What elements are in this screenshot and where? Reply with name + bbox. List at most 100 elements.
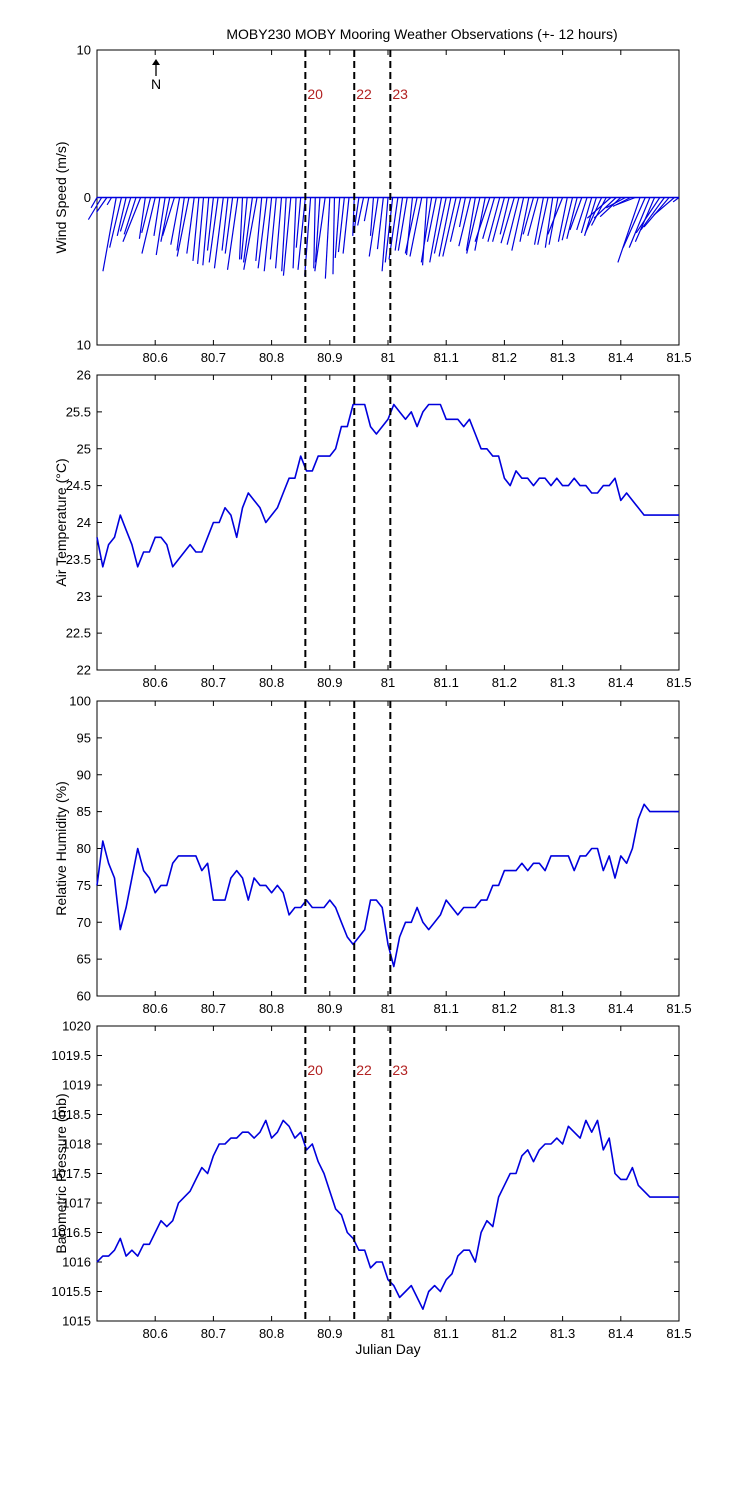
barometric-pressure-xtick-label: 80.9 (317, 1326, 342, 1341)
wind-stick (138, 197, 146, 239)
air-temperature-xtick-label: 81.4 (608, 675, 633, 690)
wind-stick (492, 197, 505, 242)
wind-ytick-label: 10 (77, 43, 91, 58)
wind-stick (569, 197, 583, 231)
wind-stick (257, 197, 268, 269)
barometric-pressure-xtick-label: 81.3 (550, 1326, 575, 1341)
air-temperature-ytick-label: 22 (77, 663, 91, 678)
wind-stick (599, 197, 622, 218)
wind-stick (109, 197, 123, 248)
barometric-pressure-xlabel: Julian Day (355, 1341, 420, 1357)
wind-stick (394, 197, 404, 251)
wind-stick (206, 197, 214, 251)
wind-stick (421, 197, 428, 266)
wind-xtick-label: 80.8 (259, 350, 284, 365)
air-temperature-ytick-label: 23.5 (66, 552, 91, 567)
wind-xtick-label: 81.2 (492, 350, 517, 365)
barometric-pressure-event-label: 20 (307, 1062, 323, 1078)
relative-humidity-ytick-label: 90 (77, 767, 91, 782)
wind-stick (474, 197, 491, 242)
wind-stick (170, 197, 181, 245)
wind-stick (628, 197, 651, 248)
wind-stick (586, 197, 612, 219)
wind-stick (337, 197, 345, 253)
barometric-pressure-event-label: 22 (356, 1062, 372, 1078)
relative-humidity-ytick-label: 95 (77, 730, 91, 745)
barometric-pressure-xtick-label: 81 (381, 1326, 395, 1341)
relative-humidity-ylabel: Relative Humidity (%) (53, 781, 69, 916)
north-label: N (151, 76, 161, 92)
barometric-pressure-series-line (96, 1119, 679, 1310)
air-temperature-xtick-label: 80.7 (201, 675, 226, 690)
wind-stick (334, 197, 341, 259)
wind-stick (561, 197, 574, 241)
barometric-pressure-xtick-label: 80.6 (143, 1326, 168, 1341)
wind-stick (314, 197, 326, 272)
relative-humidity-ytick-label: 60 (77, 989, 91, 1004)
barometric-pressure-xtick-label: 81.1 (434, 1326, 459, 1341)
barometric-pressure-event-label: 23 (392, 1062, 408, 1078)
wind-stick (106, 197, 113, 206)
air-temperature-xtick-label: 80.8 (259, 675, 284, 690)
air-temperature-series-line (96, 403, 679, 568)
wind-xtick-label: 81.3 (550, 350, 575, 365)
air-temperature-xtick-label: 81.5 (666, 675, 691, 690)
air-temperature-ytick-label: 23 (77, 589, 91, 604)
wind-stick (557, 197, 568, 242)
wind-stick (363, 197, 370, 222)
wind-stick (368, 197, 379, 257)
wind-stick (90, 197, 98, 209)
wind-stick (544, 197, 554, 248)
relative-humidity-ytick-label: 100 (69, 694, 91, 709)
barometric-pressure-ytick-label: 1018.5 (51, 1107, 91, 1122)
wind-ylabel: Wind Speed (m/s) (53, 141, 69, 253)
wind-stick (313, 197, 316, 269)
wind-stick (442, 197, 457, 257)
wind-stick (208, 197, 219, 263)
wind-stick (449, 197, 462, 242)
air-temperature-ytick-label: 24.5 (66, 478, 91, 493)
wind-stick (226, 197, 239, 270)
wind-ytick-label: 0 (84, 190, 91, 205)
air-temperature-xtick-label: 80.9 (317, 675, 342, 690)
barometric-pressure-xtick-label: 80.7 (201, 1326, 226, 1341)
wind-stick (466, 197, 481, 254)
wind-stick (119, 197, 132, 232)
wind-stick (635, 197, 661, 234)
wind-stick (197, 197, 205, 264)
air-temperature-xtick-label: 80.6 (143, 675, 168, 690)
wind-stick (429, 197, 443, 263)
air-temperature-ylabel: Air Temperature (°C) (53, 458, 69, 586)
barometric-pressure-xtick-label: 80.8 (259, 1326, 284, 1341)
wind-stick (474, 197, 486, 251)
figure-title: MOBY230 MOBY Mooring Weather Observation… (226, 26, 617, 42)
wind-stick (176, 197, 185, 251)
wind-stick (202, 197, 210, 266)
barometric-pressure-ytick-label: 1016 (62, 1255, 91, 1270)
relative-humidity-ytick-label: 80 (77, 841, 91, 856)
wind-stick (282, 197, 292, 276)
air-temperature-ytick-label: 25.5 (66, 404, 91, 419)
air-temperature-ytick-label: 26 (77, 368, 91, 383)
wind-stick (342, 197, 350, 254)
relative-humidity-xtick-label: 80.9 (317, 1001, 342, 1016)
wind-stick (617, 197, 641, 263)
wind-stick (547, 197, 564, 235)
wind-stick (409, 197, 423, 257)
wind-stick (433, 197, 447, 254)
relative-humidity-xtick-label: 81.2 (492, 1001, 517, 1016)
relative-humidity-xtick-label: 81.5 (666, 1001, 691, 1016)
relative-humidity-xtick-label: 81 (381, 1001, 395, 1016)
wind-stick (612, 196, 631, 207)
wind-stick (537, 197, 549, 245)
wind-stick (381, 197, 389, 272)
barometric-pressure-ytick-label: 1017.5 (51, 1166, 91, 1181)
wind-stick (593, 197, 617, 219)
wind-stick (116, 197, 127, 236)
wind-stick (155, 197, 166, 256)
barometric-pressure-ytick-label: 1019 (62, 1078, 91, 1093)
wind-stick (605, 196, 626, 209)
wind-stick (292, 197, 297, 269)
wind-stick (141, 197, 152, 234)
